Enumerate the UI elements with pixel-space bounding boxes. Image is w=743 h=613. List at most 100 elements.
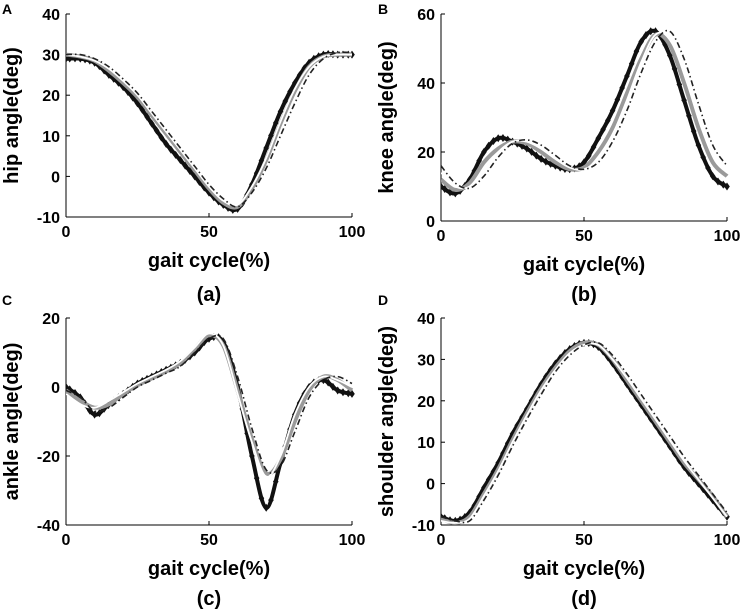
diamond-marker xyxy=(330,382,336,391)
panel-letter: A xyxy=(2,1,12,17)
diamond-marker xyxy=(543,157,549,166)
diamond-marker xyxy=(196,177,203,186)
series-line-white xyxy=(441,342,728,524)
diamond-marker xyxy=(652,27,659,36)
y-tick-label: 0 xyxy=(426,214,435,231)
diamond-marker xyxy=(590,143,597,152)
x-tick-label: 0 xyxy=(437,532,446,549)
diamond-marker xyxy=(447,188,453,197)
diamond-marker xyxy=(441,182,444,191)
y-tick-label: -10 xyxy=(412,518,435,535)
diamond-marker xyxy=(249,180,255,189)
x-tick-label: 0 xyxy=(62,224,71,241)
diamond-marker xyxy=(600,125,606,134)
diamond-marker xyxy=(690,127,697,136)
diamond-marker xyxy=(495,134,501,143)
diamond-marker xyxy=(662,40,668,49)
diamond-marker xyxy=(538,154,544,163)
diamond-marker xyxy=(287,87,293,96)
series-line-dashdot xyxy=(66,334,353,474)
panel-letter: D xyxy=(378,292,388,308)
x-tick-label: 100 xyxy=(714,228,741,245)
x-tick-label: 0 xyxy=(437,228,446,245)
series-line-white xyxy=(66,332,353,478)
diamond-marker xyxy=(619,83,625,92)
x-tick-label: 0 xyxy=(62,532,71,549)
diamond-marker xyxy=(349,389,355,398)
diamond-marker xyxy=(481,148,487,156)
diamond-marker xyxy=(191,172,198,181)
diamond-marker xyxy=(258,156,265,165)
y-tick-label: 0 xyxy=(426,477,435,494)
diamond-marker xyxy=(643,407,649,416)
diamond-marker xyxy=(667,51,673,60)
diamond-marker xyxy=(628,59,635,68)
diamond-marker xyxy=(125,88,131,97)
diamond-marker xyxy=(163,139,169,148)
y-tick-label: 20 xyxy=(417,394,435,411)
x-axis-label: gait cycle(%) xyxy=(523,558,645,580)
diamond-marker xyxy=(272,477,279,486)
plot-area xyxy=(441,27,730,198)
diamond-marker xyxy=(177,156,184,165)
y-axis-label: hip angle(deg) xyxy=(1,47,23,184)
plot-area xyxy=(66,49,355,214)
series-line-diamond xyxy=(66,334,353,510)
diamond-marker xyxy=(605,116,611,125)
diamond-marker xyxy=(268,496,274,505)
diamond-marker xyxy=(686,111,692,120)
series-line-white xyxy=(66,53,353,207)
diamond-marker xyxy=(705,163,711,172)
series-line-gray xyxy=(66,333,354,477)
diamond-marker xyxy=(638,37,644,46)
diamond-marker xyxy=(676,80,683,89)
diamond-marker xyxy=(253,169,260,178)
x-tick-label: 100 xyxy=(714,532,741,549)
diamond-marker xyxy=(158,133,165,142)
diamond-marker xyxy=(585,151,592,160)
diamond-marker xyxy=(524,144,530,153)
diamond-marker xyxy=(277,107,284,116)
diamond-marker xyxy=(581,158,587,167)
diamond-marker xyxy=(633,394,640,403)
diamond-marker xyxy=(144,112,150,121)
series-line-dashdot xyxy=(441,341,728,524)
x-axis-label: gait cycle(%) xyxy=(148,558,270,580)
diamond-marker xyxy=(720,180,727,189)
diamond-marker xyxy=(662,435,668,444)
diamond-marker xyxy=(272,119,279,128)
diamond-marker xyxy=(528,147,535,156)
panel-caption: (a) xyxy=(197,284,221,306)
diamond-marker xyxy=(263,503,269,512)
y-tick-label: -40 xyxy=(37,518,60,535)
diamond-marker xyxy=(441,185,448,194)
series-line-dashdot xyxy=(441,29,728,190)
diamond-marker xyxy=(168,145,174,154)
diamond-marker xyxy=(715,177,721,186)
y-tick-label: 40 xyxy=(42,7,60,24)
diamond-marker xyxy=(153,126,160,135)
x-tick-label: 50 xyxy=(575,532,593,549)
diamond-marker xyxy=(490,467,497,476)
plot-area xyxy=(441,338,730,525)
y-tick-label: 20 xyxy=(42,311,60,328)
series-line-gray xyxy=(441,340,729,525)
panel-caption: (c) xyxy=(197,588,221,610)
y-tick-label: 0 xyxy=(51,380,60,397)
y-tick-label: 10 xyxy=(42,129,60,146)
diamond-marker xyxy=(187,166,193,175)
plot-area xyxy=(66,332,355,512)
y-tick-label: 40 xyxy=(417,76,435,93)
diamond-marker xyxy=(724,512,730,521)
diamond-marker xyxy=(172,150,179,159)
y-tick-label: 0 xyxy=(51,169,60,186)
y-tick-label: 20 xyxy=(417,145,435,162)
diamond-marker xyxy=(249,452,255,460)
y-tick-label: -10 xyxy=(37,210,60,227)
y-tick-label: -20 xyxy=(37,449,60,466)
x-tick-label: 50 xyxy=(200,224,218,241)
diamond-marker xyxy=(334,386,341,395)
series-line-gray xyxy=(441,32,729,192)
